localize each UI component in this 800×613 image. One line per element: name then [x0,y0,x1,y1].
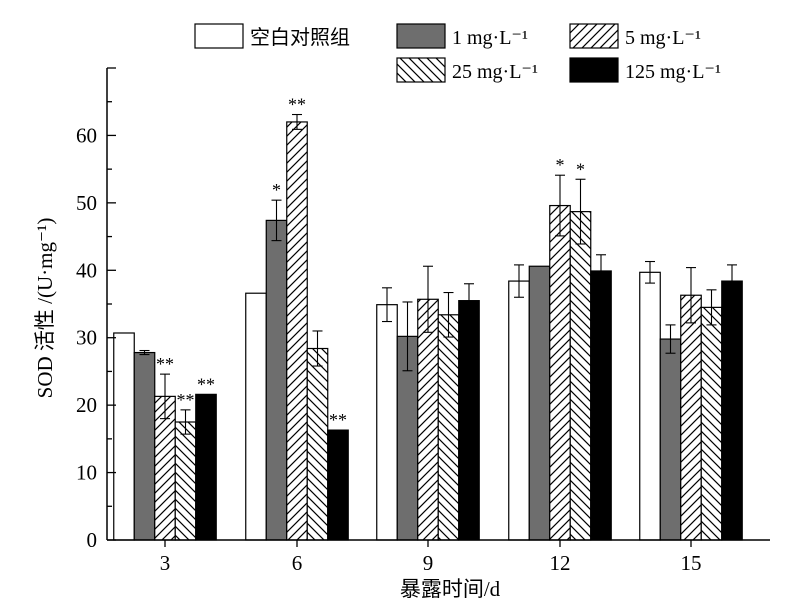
legend-label: 5 mg·L⁻¹ [625,27,701,49]
bar [376,304,398,541]
bar [417,298,439,541]
y-tick-label: 10 [76,461,97,485]
bar [639,271,661,541]
legend-label: 25 mg·L⁻¹ [452,61,538,83]
legend-swatch [194,23,244,49]
legend: 空白对照组 1 mg·L⁻¹ 5 mg·L⁻¹ 25 mg·L⁻¹ 125 mg·L⁻¹ [194,23,721,83]
significance-mark: ** [329,410,347,430]
bar [569,211,592,541]
legend-swatch [396,57,446,83]
significance-mark: ** [288,95,306,115]
significance-mark: * [556,155,565,175]
y-tick-label: 50 [76,191,97,215]
significance-mark: ** [197,374,215,394]
x-tick-label: 12 [550,551,571,575]
x-ticks-group: 3 6 9 12 15 [160,540,702,575]
x-axis: 3 6 9 12 15 [107,539,770,575]
x-tick-label: 15 [681,551,702,575]
legend-label: 空白对照组 [250,26,350,49]
bar [265,219,288,541]
x-axis-title: 暴露时间/d [400,577,501,601]
bar [721,280,743,541]
y-tick-label: 60 [76,123,97,147]
plot-area: ************* [113,95,743,541]
x-tick-label: 3 [160,551,171,575]
y-ticks-group: 0 10 20 30 40 50 60 [76,67,116,552]
bar [590,270,612,541]
bar [174,421,197,541]
bar [458,300,480,541]
bar [286,121,308,541]
y-tick-label: 20 [76,393,97,417]
bar [659,338,682,541]
legend-swatch [569,57,619,83]
bar [549,204,571,541]
bar [700,306,723,541]
bar [508,280,530,541]
bar [327,429,349,541]
y-tick-label: 40 [76,258,97,282]
y-axis: 0 10 20 30 40 50 60 [76,67,116,552]
legend-swatch [396,23,446,49]
bar [195,393,217,541]
x-tick-label: 9 [423,551,434,575]
significance-mark: * [576,159,585,179]
x-tick-label: 6 [292,551,303,575]
y-axis-title: SOD 活性 /(U·mg⁻¹) [33,218,57,399]
legend-label: 1 mg·L⁻¹ [452,27,528,49]
bar [133,351,156,541]
bar [306,347,329,541]
bar [680,294,702,541]
significance-mark: ** [156,354,174,374]
y-tick-label: 0 [87,528,98,552]
legend-label: 125 mg·L⁻¹ [625,61,721,83]
significance-mark: * [272,180,281,200]
y-tick-label: 30 [76,326,97,350]
significance-mark: ** [177,390,195,410]
bar [245,292,267,541]
bar [528,265,551,541]
bar [437,314,460,541]
bar [113,332,135,541]
significance-marks-group: ************* [156,95,585,431]
error-bars-group [139,113,737,435]
legend-swatch [569,23,619,49]
